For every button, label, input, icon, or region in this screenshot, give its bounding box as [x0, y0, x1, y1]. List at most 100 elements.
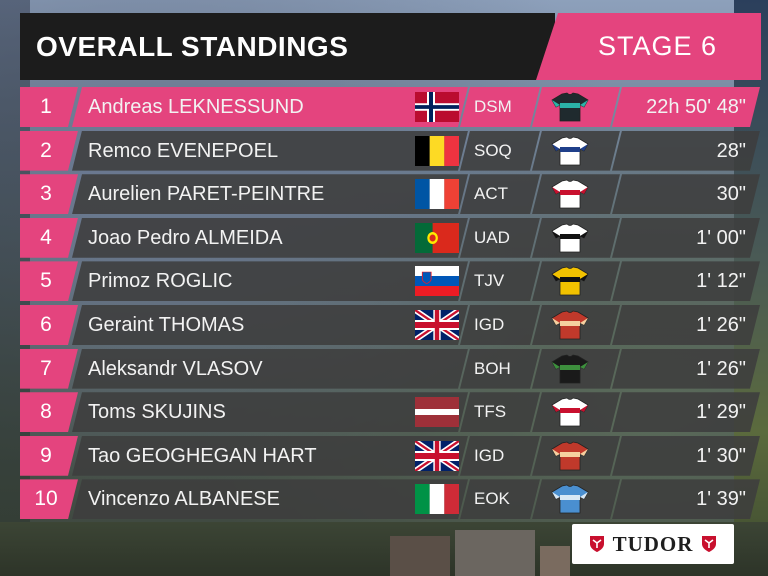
- rider-name: Aurelien PARET-PEINTRE: [88, 183, 325, 206]
- boh-jersey: [550, 353, 590, 385]
- name-cell: [72, 174, 468, 214]
- team-code: ACT: [474, 184, 508, 204]
- time-cell: 30": [612, 174, 760, 214]
- time-cell: 1' 30": [612, 436, 760, 476]
- stage-label: STAGE 6: [597, 31, 718, 61]
- name-cell: [72, 131, 468, 171]
- slovenia-flag: [415, 266, 459, 297]
- time-cell: 28": [612, 131, 760, 171]
- rider-name: Aleksandr VLASOV: [88, 357, 263, 380]
- rider-position: 10: [20, 479, 78, 519]
- standings-row: 1' 12" 5 Primoz ROGLIC TJV: [20, 261, 760, 301]
- rider-time: 1' 29": [696, 401, 746, 424]
- standings-row: 1' 39" 10 Vincenzo ALBANESE EOK: [20, 479, 760, 519]
- rider-name: Joao Pedro ALMEIDA: [88, 226, 283, 249]
- team-cell: [460, 479, 540, 519]
- act-jersey: [550, 178, 590, 210]
- time-cell: 22h 50' 48": [612, 87, 760, 127]
- standings-row: 1' 00" 4 Joao Pedro ALMEIDA UAD: [20, 218, 760, 258]
- portugal-flag: [415, 222, 459, 253]
- latvia-flag: [415, 397, 459, 428]
- standings-header: OVERALL STANDINGS: [20, 13, 555, 80]
- time-cell: 1' 00": [612, 218, 760, 258]
- team-code: TFS: [474, 402, 507, 422]
- name-cell: [72, 87, 468, 127]
- team-cell: [460, 305, 540, 345]
- uad-jersey: [550, 222, 590, 254]
- name-cell: [72, 261, 468, 301]
- igd-jersey: [550, 440, 590, 472]
- rider-name: Toms SKUJINS: [88, 401, 226, 424]
- tudor-shield-icon: [702, 536, 717, 552]
- uk-flag: [415, 440, 459, 471]
- sponsor-logo: TUDOR: [572, 524, 734, 564]
- standings-row: 1' 26" 7 Aleksandr VLASOV BOH: [20, 349, 760, 389]
- standings-row: 1' 29" 8 Toms SKUJINS TFS: [20, 392, 760, 432]
- rider-position: 2: [20, 131, 78, 171]
- rider-position: 7: [20, 349, 78, 389]
- rider-time: 30": [716, 183, 746, 206]
- uk-flag: [415, 310, 459, 340]
- name-cell: [72, 218, 468, 258]
- name-cell: [72, 349, 468, 389]
- name-cell: [72, 305, 468, 345]
- rider-position: 6: [20, 305, 78, 345]
- standings-row: 28" 2 Remco EVENEPOEL SOQ: [20, 131, 760, 171]
- rider-time: 1' 26": [696, 357, 746, 380]
- team-code: TJV: [474, 271, 505, 291]
- tfs-jersey: [550, 396, 590, 428]
- rider-name: Remco EVENEPOEL: [88, 139, 279, 162]
- team-cell: [460, 349, 540, 389]
- dsm-jersey: [550, 91, 590, 123]
- rider-time: 1' 26": [696, 314, 746, 336]
- team-cell: [460, 261, 540, 301]
- tjv-jersey: [550, 265, 590, 297]
- rider-position: 5: [20, 261, 78, 301]
- tudor-shield-icon: [589, 536, 604, 552]
- standings-row: 1' 26" 6 Geraint THOMAS IGD: [20, 305, 760, 345]
- rider-position: 4: [20, 218, 78, 258]
- rider-time: 28": [716, 139, 746, 162]
- rider-time: 1' 12": [696, 270, 746, 293]
- team-code: BOH: [474, 358, 511, 378]
- time-cell: 1' 26": [612, 349, 760, 389]
- eok-jersey: [550, 483, 590, 515]
- standings-row: 30" 3 Aurelien PARET-PEINTRE ACT: [20, 174, 760, 214]
- time-cell: 1' 26": [612, 305, 760, 345]
- rider-time: 22h 50' 48": [646, 96, 746, 118]
- rider-name: Primoz ROGLIC: [88, 270, 233, 293]
- stage-badge: STAGE 6: [536, 13, 761, 80]
- france-flag: [415, 179, 459, 210]
- team-code: SOQ: [474, 140, 512, 160]
- team-cell: [460, 174, 540, 214]
- time-cell: 1' 29": [612, 392, 760, 432]
- rider-position: 8: [20, 392, 78, 432]
- team-cell: [460, 131, 540, 171]
- igd-jersey: [550, 309, 590, 341]
- time-cell: 1' 39": [612, 479, 760, 519]
- sponsor-name: TUDOR: [612, 531, 694, 556]
- standings-row: 1' 30" 9 Tao GEOGHEGAN HART IGD: [20, 436, 760, 476]
- team-code: EOK: [474, 489, 510, 509]
- rider-name: Vincenzo ALBANESE: [88, 488, 280, 511]
- rider-name: Geraint THOMAS: [88, 314, 245, 336]
- name-cell: [72, 392, 468, 432]
- soq-jersey: [550, 135, 590, 167]
- belgium-flag: [415, 135, 459, 166]
- name-cell: [72, 479, 468, 519]
- team-cell: [460, 87, 540, 127]
- team-code: UAD: [474, 227, 510, 247]
- rider-position: 1: [20, 87, 78, 127]
- team-code: IGD: [474, 445, 505, 465]
- italy-flag: [415, 484, 459, 515]
- team-cell: [460, 436, 540, 476]
- rider-position: 3: [20, 174, 78, 214]
- norway-flag: [415, 92, 459, 122]
- rider-time: 1' 00": [696, 226, 746, 249]
- team-code: DSM: [474, 97, 512, 116]
- time-cell: 1' 12": [612, 261, 760, 301]
- standings-row: 22h 50' 48" 1 Andreas LEKNESSUND DSM: [20, 87, 760, 127]
- rider-position: 9: [20, 436, 78, 476]
- page-title: OVERALL STANDINGS: [36, 31, 349, 62]
- team-code: IGD: [474, 315, 505, 334]
